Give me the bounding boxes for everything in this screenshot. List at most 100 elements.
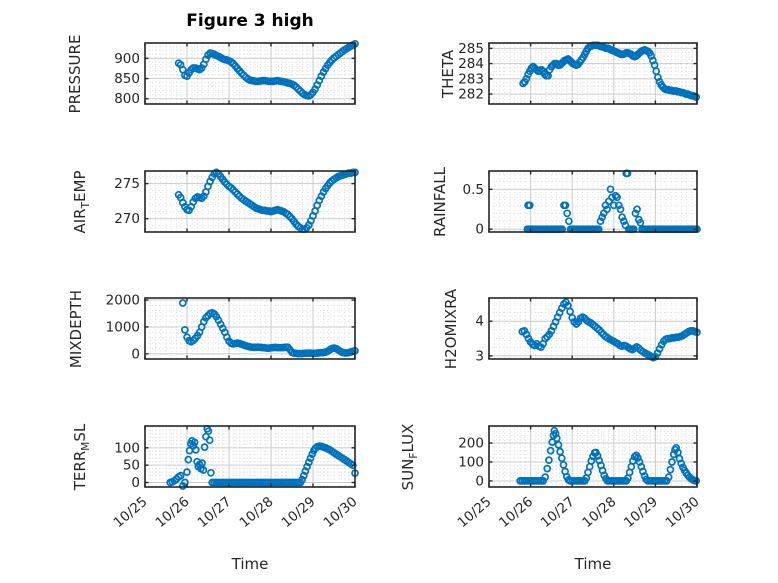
- x-tick-label: 10/26: [152, 494, 192, 531]
- y-tick-label: 900: [114, 51, 140, 67]
- data-point: [566, 307, 574, 316]
- data-point: [611, 191, 620, 200]
- x-tick-label: 10/29: [278, 494, 318, 531]
- y-tick-label: 0: [131, 475, 140, 491]
- y-tick-label: 270: [114, 211, 140, 227]
- data-point: [349, 461, 357, 470]
- x-tick-label: 10/25: [110, 494, 150, 531]
- data-point: [199, 466, 208, 474]
- axes-box: [144, 425, 356, 488]
- data-point: [522, 74, 531, 83]
- plot-background: [145, 426, 355, 487]
- x-tick-label: 10/25: [454, 494, 494, 531]
- data-point: [554, 441, 563, 449]
- data-point: [303, 462, 311, 471]
- axes-box: [488, 170, 698, 233]
- y-tick-label: 1000: [106, 319, 140, 335]
- y-tick-label: 3: [475, 348, 484, 364]
- subplot-sun-flux: 0 100 200 10/25 10/26 10/27 10/28 10/29 10/30: [454, 425, 703, 531]
- data-point: [190, 438, 199, 447]
- x-tick-label: 10/26: [496, 494, 536, 531]
- axes-box: [144, 170, 356, 233]
- series-terr-msl: [166, 424, 359, 490]
- y-tick-label: 200: [458, 436, 484, 452]
- major-grid: [145, 171, 355, 232]
- data-point: [598, 213, 607, 222]
- data-point: [666, 465, 675, 474]
- tick-marks: [488, 171, 698, 232]
- plot-background: [489, 43, 697, 104]
- data-point: [178, 299, 187, 307]
- data-point: [664, 473, 673, 481]
- data-point: [639, 467, 647, 476]
- major-grid: [489, 298, 697, 359]
- data-point: [609, 201, 618, 210]
- y-tick-label: 0: [475, 473, 484, 489]
- y-tick-label: 2000: [106, 293, 140, 309]
- data-point: [647, 52, 656, 60]
- y-tick-label: 100: [458, 454, 484, 470]
- data-point: [298, 475, 306, 484]
- data-point: [669, 450, 678, 459]
- data-point: [613, 193, 621, 202]
- x-tick-label: 10/27: [194, 494, 234, 531]
- data-point: [614, 201, 623, 210]
- data-point: [541, 473, 550, 481]
- data-point: [184, 455, 193, 464]
- subplot-rainfall: 00.5: [463, 169, 701, 238]
- y-tick-label: 0.5: [463, 182, 484, 198]
- data-point: [198, 459, 206, 467]
- y-tick-label: 285: [458, 41, 484, 57]
- data-point: [603, 205, 611, 214]
- figure-title: Figure 3 high: [186, 11, 314, 31]
- major-grid: [489, 426, 697, 487]
- data-point: [634, 453, 642, 462]
- subplot-mixdepth: 0 1000 2000: [106, 293, 359, 362]
- tick-marks: [144, 43, 356, 104]
- y-tick-label: 50: [123, 458, 140, 474]
- y-tick-label: 0: [131, 346, 140, 362]
- data-point: [543, 464, 552, 473]
- major-grid: [145, 298, 355, 359]
- data-point: [304, 458, 313, 467]
- data-point: [606, 185, 615, 194]
- x-tick-label: 10/29: [621, 494, 661, 531]
- data-point: [207, 468, 215, 477]
- tick-marks: [488, 426, 698, 487]
- x-tick-label: 10/30: [662, 494, 702, 531]
- y-tick-label: 283: [458, 71, 484, 87]
- tick-marks: [144, 298, 356, 359]
- data-point: [181, 326, 189, 334]
- data-point: [668, 458, 676, 466]
- axes-box: [144, 297, 356, 360]
- subplot-terr-msl: 050 100 10/25 10/26 10/27 10/28 10/29 10/30: [110, 424, 361, 531]
- data-point: [546, 446, 555, 455]
- subplot-h2omixra: 34: [475, 297, 701, 364]
- series-theta: [519, 41, 701, 101]
- series-pressure: [174, 39, 359, 100]
- y-tick-label: 4: [475, 314, 484, 330]
- tick-marks: [488, 43, 698, 104]
- data-point: [593, 452, 602, 460]
- data-point: [559, 460, 568, 469]
- y-tick-label: 0: [475, 222, 484, 238]
- data-point: [205, 436, 214, 445]
- series-mixdepth: [178, 299, 359, 358]
- x-axis-label-right: Time: [574, 555, 612, 573]
- data-point: [181, 478, 189, 487]
- tick-marks: [144, 171, 356, 232]
- data-point: [561, 201, 570, 210]
- axes-box: [488, 297, 698, 360]
- data-point: [200, 443, 209, 451]
- data-point: [299, 471, 308, 480]
- x-tick-label: 10/28: [579, 494, 619, 531]
- data-point: [557, 454, 566, 463]
- data-point: [596, 217, 605, 226]
- data-point: [633, 205, 641, 214]
- data-point: [619, 217, 628, 226]
- subplot-pressure: 800 850 900: [114, 39, 359, 107]
- data-point: [306, 454, 315, 463]
